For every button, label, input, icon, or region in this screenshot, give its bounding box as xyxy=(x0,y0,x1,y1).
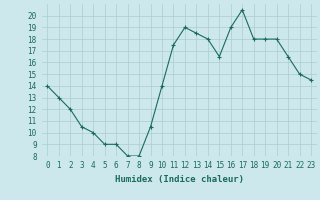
X-axis label: Humidex (Indice chaleur): Humidex (Indice chaleur) xyxy=(115,175,244,184)
